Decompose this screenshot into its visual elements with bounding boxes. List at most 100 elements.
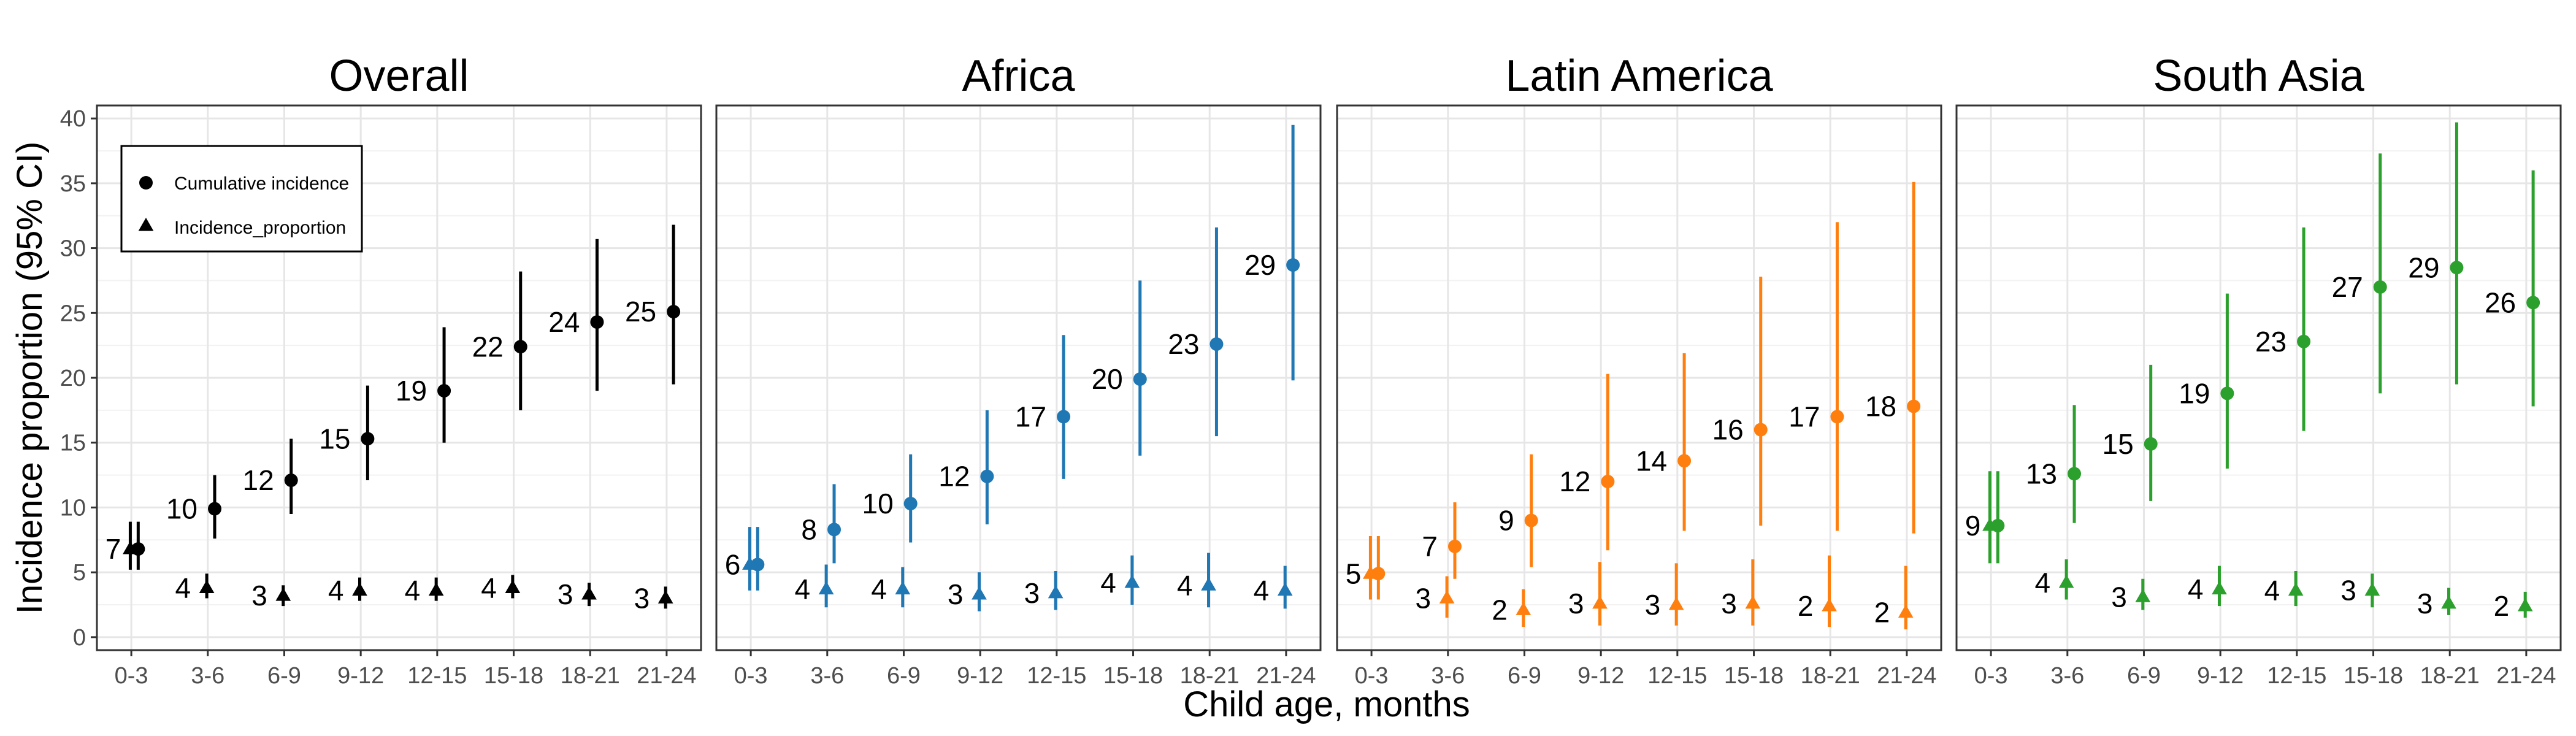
x-tick-label: 21-24 bbox=[2496, 663, 2556, 689]
x-tick-label: 9-12 bbox=[957, 663, 1003, 689]
legend-box bbox=[120, 145, 363, 253]
legend-circle-icon bbox=[139, 176, 153, 190]
y-tick-label: 10 bbox=[60, 495, 86, 521]
cumulative-label: 22 bbox=[472, 331, 504, 362]
legend-label-cumulative: Cumulative incidence bbox=[174, 174, 349, 194]
panel-border bbox=[1336, 104, 1942, 651]
incidence-point bbox=[657, 590, 673, 604]
cumulative-point bbox=[361, 432, 375, 446]
incidence-point bbox=[123, 541, 138, 554]
cumulative-point bbox=[1448, 539, 1462, 553]
incidence-point bbox=[1898, 604, 1914, 618]
cumulative-point bbox=[1754, 423, 1768, 437]
cumulative-point bbox=[827, 523, 841, 537]
cumulative-point bbox=[1677, 454, 1692, 468]
cumulative-label: 23 bbox=[1168, 328, 1199, 360]
incidence-point bbox=[818, 581, 834, 595]
incidence-label: 4 bbox=[405, 575, 421, 607]
incidence-label: 4 bbox=[1100, 567, 1116, 599]
x-tick-label: 0-3 bbox=[1974, 663, 2008, 689]
x-tick-label: 15-18 bbox=[1103, 663, 1163, 689]
facet-title: Africa bbox=[962, 52, 1075, 101]
incidence-label: 3 bbox=[2340, 575, 2356, 607]
cumulative-label: 23 bbox=[2255, 326, 2287, 358]
cumulative-point bbox=[437, 384, 451, 398]
incidence-label: 2 bbox=[1798, 590, 1814, 622]
x-tick-label: 12-15 bbox=[1027, 663, 1086, 689]
cumulative-point bbox=[590, 315, 604, 329]
incidence-label: 4 bbox=[175, 572, 191, 604]
incidence-label: 2 bbox=[1492, 594, 1508, 626]
incidence-point bbox=[2441, 595, 2456, 609]
cumulative-point bbox=[667, 305, 681, 319]
cumulative-point bbox=[284, 473, 298, 488]
incidence-point bbox=[2288, 582, 2304, 596]
x-tick-label: 9-12 bbox=[2197, 663, 2244, 689]
cumulative-label: 9 bbox=[1498, 505, 1514, 537]
x-tick-label: 18-21 bbox=[1180, 663, 1240, 689]
incidence-label: 3 bbox=[1416, 582, 1432, 614]
incidence-point bbox=[1592, 595, 1608, 609]
incidence-label: 3 bbox=[1024, 577, 1040, 609]
cumulative-point bbox=[2297, 334, 2311, 348]
incidence-point bbox=[199, 580, 215, 593]
cumulative-label: 13 bbox=[2026, 458, 2057, 489]
cumulative-label: 7 bbox=[1422, 531, 1438, 562]
incidence-label: 3 bbox=[558, 578, 573, 610]
incidence-point bbox=[1277, 582, 1293, 596]
cumulative-label: 15 bbox=[319, 423, 350, 454]
x-tick-label: 9-12 bbox=[337, 663, 384, 689]
cumulative-point bbox=[2526, 296, 2540, 310]
incidence-point bbox=[1982, 518, 1998, 531]
cumulative-label: 6 bbox=[725, 548, 741, 580]
incidence-label: 4 bbox=[1177, 569, 1193, 601]
incidence-point bbox=[1822, 598, 1837, 611]
legend-label-incidence: Incidence_proportion bbox=[174, 218, 346, 238]
x-tick-label: 15-18 bbox=[1724, 663, 1784, 689]
y-tick-label: 35 bbox=[60, 171, 86, 197]
x-tick-label: 18-21 bbox=[2420, 663, 2480, 689]
incidence-label: 4 bbox=[481, 572, 497, 604]
cumulative-point bbox=[1057, 410, 1071, 424]
y-tick-label: 40 bbox=[60, 106, 86, 132]
incidence-point bbox=[1048, 585, 1064, 599]
y-tick-label: 20 bbox=[60, 366, 86, 391]
incidence-label: 4 bbox=[795, 573, 811, 605]
y-axis-title: Incidence proportion (95% CI) bbox=[10, 142, 50, 615]
cumulative-point bbox=[1133, 372, 1147, 386]
facet-title: South Asia bbox=[2153, 52, 2364, 101]
cumulative-label: 29 bbox=[1244, 249, 1276, 281]
incidence-label: 3 bbox=[1645, 589, 1661, 621]
incidence-label: 4 bbox=[328, 575, 344, 607]
incidence-point bbox=[1668, 597, 1684, 610]
x-tick-label: 21-24 bbox=[637, 663, 696, 689]
x-tick-label: 6-9 bbox=[1508, 663, 1541, 689]
facet-title: Overall bbox=[329, 52, 469, 101]
cumulative-point bbox=[1907, 399, 1921, 413]
incidence-point bbox=[1439, 590, 1455, 604]
cumulative-label: 26 bbox=[2485, 286, 2516, 318]
cumulative-label: 7 bbox=[105, 533, 121, 565]
x-tick-label: 6-9 bbox=[887, 663, 921, 689]
cumulative-point bbox=[903, 497, 918, 511]
x-tick-label: 12-15 bbox=[407, 663, 467, 689]
facet-title: Latin America bbox=[1505, 52, 1773, 101]
x-tick-label: 21-24 bbox=[1256, 663, 1316, 689]
incidence-point bbox=[352, 582, 367, 596]
cumulative-label: 20 bbox=[1092, 363, 1123, 395]
incidence-point bbox=[581, 586, 597, 600]
incidence-point bbox=[972, 586, 987, 600]
panel-border bbox=[715, 104, 1322, 651]
incidence-label: 4 bbox=[871, 573, 887, 605]
cumulative-point bbox=[2220, 386, 2234, 401]
incidence-label: 2 bbox=[2494, 590, 2510, 622]
cumulative-point bbox=[2068, 467, 2082, 481]
incidence-point bbox=[2364, 582, 2380, 596]
incidence-point bbox=[1201, 577, 1216, 591]
x-tick-label: 15-18 bbox=[484, 663, 543, 689]
incidence-point bbox=[1124, 575, 1140, 588]
cumulative-point bbox=[1601, 475, 1615, 489]
cumulative-label: 29 bbox=[2408, 251, 2439, 283]
x-tick-label: 0-3 bbox=[1355, 663, 1389, 689]
incidence-point bbox=[895, 581, 911, 595]
